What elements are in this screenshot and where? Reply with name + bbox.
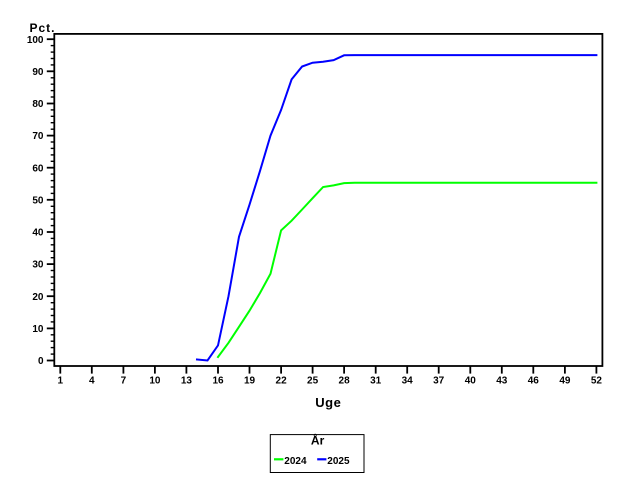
svg-text:31: 31	[370, 375, 382, 386]
svg-text:46: 46	[528, 375, 540, 386]
svg-text:2024: 2024	[284, 456, 307, 467]
svg-text:Pct.: Pct.	[30, 21, 56, 35]
svg-text:34: 34	[402, 375, 414, 386]
svg-text:30: 30	[32, 260, 44, 271]
svg-text:1: 1	[58, 375, 64, 386]
svg-text:10: 10	[149, 375, 161, 386]
svg-text:40: 40	[32, 228, 44, 239]
svg-text:70: 70	[32, 131, 44, 142]
svg-text:10: 10	[32, 324, 44, 335]
svg-text:49: 49	[559, 375, 571, 386]
svg-text:4: 4	[89, 375, 95, 386]
svg-text:100: 100	[27, 35, 44, 46]
svg-text:0: 0	[38, 356, 44, 367]
svg-text:16: 16	[212, 375, 224, 386]
svg-text:50: 50	[32, 195, 44, 206]
svg-text:2025: 2025	[327, 456, 350, 467]
svg-text:60: 60	[32, 163, 44, 174]
svg-text:52: 52	[591, 375, 603, 386]
svg-text:År: År	[311, 433, 325, 448]
svg-text:28: 28	[339, 375, 351, 386]
svg-text:90: 90	[32, 67, 44, 78]
svg-text:7: 7	[121, 375, 127, 386]
svg-text:40: 40	[465, 375, 477, 386]
svg-text:43: 43	[496, 375, 508, 386]
svg-text:Uge: Uge	[315, 395, 341, 410]
svg-text:37: 37	[433, 375, 445, 386]
svg-text:20: 20	[32, 292, 44, 303]
svg-text:13: 13	[181, 375, 193, 386]
svg-text:19: 19	[244, 375, 256, 386]
svg-text:25: 25	[307, 375, 319, 386]
svg-text:22: 22	[276, 375, 288, 386]
svg-text:80: 80	[32, 99, 44, 110]
